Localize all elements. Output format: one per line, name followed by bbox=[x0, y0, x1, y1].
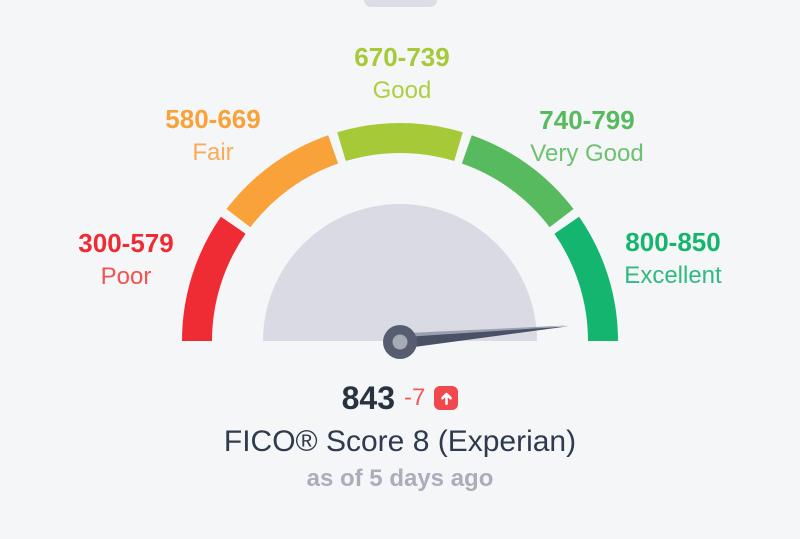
segment-name-poor: Poor bbox=[100, 263, 152, 290]
segment-range-excellent: 800-850 bbox=[625, 227, 721, 257]
gauge-segment-good bbox=[337, 123, 463, 161]
segment-name-fair: Fair bbox=[192, 139, 234, 166]
segment-label-block-good: 670-739 Good bbox=[354, 40, 449, 107]
gauge-segment-excellent bbox=[554, 216, 618, 341]
score-change: -7 bbox=[404, 384, 426, 411]
gauge-face bbox=[263, 204, 537, 341]
score-asof: as of 5 days ago bbox=[306, 465, 494, 492]
gauge-segment-very-good bbox=[461, 135, 574, 228]
gauge-segment-poor bbox=[182, 216, 246, 341]
segment-range-poor: 300-579 bbox=[78, 228, 174, 258]
needle-hub-center bbox=[392, 334, 408, 350]
segment-label-block-fair: 580-669 Fair bbox=[165, 102, 260, 169]
segment-range-very-good: 740-799 bbox=[539, 105, 635, 135]
segment-name-very-good: Very Good bbox=[530, 140, 644, 167]
arrow-up-icon bbox=[440, 392, 452, 405]
top-edge-tab bbox=[364, 0, 437, 7]
score-change-badge bbox=[434, 386, 459, 410]
segment-range-fair: 580-669 bbox=[165, 104, 261, 134]
segment-range-good: 670-739 bbox=[354, 42, 450, 72]
segment-label-block-very-good: 740-799 Very Good bbox=[530, 103, 643, 170]
segment-label-block-poor: 300-579 Poor bbox=[78, 226, 173, 293]
score-row: 843 -7 bbox=[0, 381, 800, 415]
segment-name-excellent: Excellent bbox=[624, 262, 722, 289]
score-value: 843 bbox=[341, 380, 396, 416]
gauge-segment-fair bbox=[226, 135, 339, 228]
score-title: FICO® Score 8 (Experian) bbox=[223, 425, 577, 458]
segment-name-good: Good bbox=[372, 77, 432, 104]
gauge-needle bbox=[397, 326, 569, 349]
segment-label-block-excellent: 800-850 Excellent bbox=[624, 225, 721, 292]
